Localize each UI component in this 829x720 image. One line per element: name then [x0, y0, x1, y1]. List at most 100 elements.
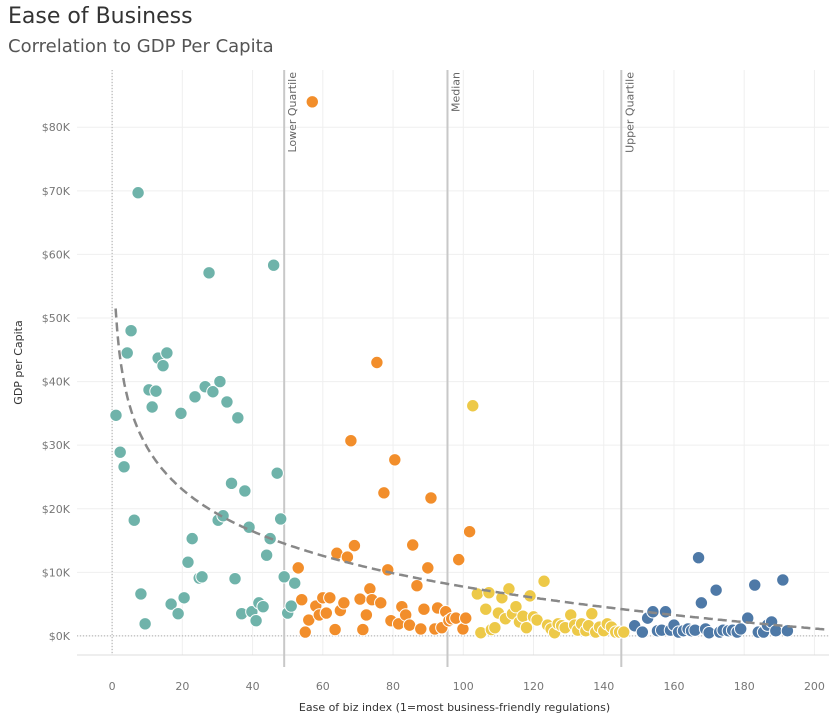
y-tick-label: $30K	[42, 439, 71, 452]
data-point	[171, 606, 185, 621]
data-point	[406, 538, 420, 552]
data-point	[120, 346, 134, 360]
data-point	[424, 491, 438, 505]
data-point	[177, 591, 191, 605]
y-tick-label: $60K	[42, 248, 71, 261]
data-point	[231, 411, 245, 425]
data-point	[113, 445, 127, 459]
data-point	[145, 400, 159, 414]
data-point	[421, 561, 435, 575]
data-point	[270, 466, 284, 480]
data-point	[109, 408, 123, 422]
data-point	[417, 602, 431, 616]
data-point	[124, 324, 138, 338]
x-tick-label: 80	[386, 680, 400, 693]
data-point	[164, 597, 178, 611]
y-tick-label: $70K	[42, 185, 71, 198]
data-point	[213, 374, 227, 389]
trend-line	[114, 308, 829, 632]
data-point	[328, 622, 342, 637]
data-point	[181, 555, 195, 569]
x-tick-label: 120	[523, 680, 544, 693]
data-point	[402, 618, 417, 632]
data-point	[370, 355, 384, 370]
x-tick-label: 180	[734, 680, 755, 693]
data-point	[709, 583, 723, 597]
data-point	[414, 622, 428, 636]
data-point	[658, 605, 673, 619]
data-point	[185, 531, 199, 546]
reference-line-label: Upper Quartile	[623, 72, 636, 153]
y-tick-label: $40K	[42, 376, 71, 389]
data-point	[174, 406, 188, 421]
data-point	[149, 384, 163, 398]
data-point	[188, 390, 202, 404]
data-point	[537, 574, 551, 588]
data-point	[509, 599, 523, 614]
y-tick-label: $50K	[42, 312, 71, 325]
x-tick-label: 100	[453, 680, 474, 693]
data-point	[780, 624, 795, 638]
data-point	[195, 570, 209, 584]
data-point	[288, 576, 302, 590]
data-point	[741, 611, 755, 625]
y-tick-label: $20K	[42, 503, 71, 516]
data-point	[459, 611, 473, 625]
data-point	[344, 434, 358, 448]
data-point	[462, 524, 477, 539]
data-point	[359, 608, 374, 622]
reference-line-label: Lower Quartile	[286, 72, 299, 153]
x-tick-label: 160	[663, 680, 684, 693]
data-point	[220, 395, 234, 409]
data-point	[266, 258, 281, 272]
data-point	[466, 399, 480, 413]
data-point	[356, 622, 370, 637]
data-point	[495, 591, 509, 605]
x-tick-label: 40	[246, 680, 260, 693]
x-tick-label: 60	[316, 680, 330, 693]
chart-subtitle: Correlation to GDP Per Capita	[8, 36, 274, 57]
chart-title: Ease of Business	[8, 4, 193, 29]
data-point	[377, 486, 391, 500]
x-tick-label: 200	[804, 680, 825, 693]
data-point	[273, 512, 288, 526]
data-point	[347, 538, 362, 553]
y-axis-label: GDP per Capita	[12, 320, 25, 404]
y-tick-label: $0K	[49, 630, 71, 643]
data-point	[363, 582, 377, 596]
data-point	[224, 476, 239, 491]
data-point	[482, 585, 496, 600]
data-point	[206, 385, 220, 399]
data-point	[202, 266, 216, 280]
data-point	[138, 617, 152, 631]
data-point	[305, 95, 319, 109]
data-point	[733, 622, 748, 636]
data-point	[131, 186, 145, 200]
reference-line-label: Median	[449, 72, 462, 112]
data-point	[295, 592, 309, 607]
x-tick-label: 140	[593, 680, 614, 693]
data-point	[519, 620, 534, 635]
data-point	[470, 587, 485, 601]
data-point	[388, 453, 402, 467]
data-point	[617, 625, 631, 639]
data-point	[256, 599, 270, 614]
data-point	[323, 591, 337, 605]
data-point	[353, 592, 367, 606]
data-point	[127, 513, 141, 527]
data-point	[216, 509, 230, 523]
data-point	[635, 625, 650, 639]
data-point	[319, 606, 334, 620]
data-point	[156, 358, 170, 373]
data-point	[748, 578, 762, 592]
data-point	[691, 551, 706, 565]
data-point	[249, 613, 263, 628]
data-point	[488, 620, 502, 635]
data-point	[585, 606, 599, 621]
data-point	[337, 596, 351, 610]
data-point	[298, 625, 312, 639]
data-point	[374, 596, 388, 610]
data-point	[694, 596, 709, 610]
x-tick-label: 0	[109, 680, 116, 693]
